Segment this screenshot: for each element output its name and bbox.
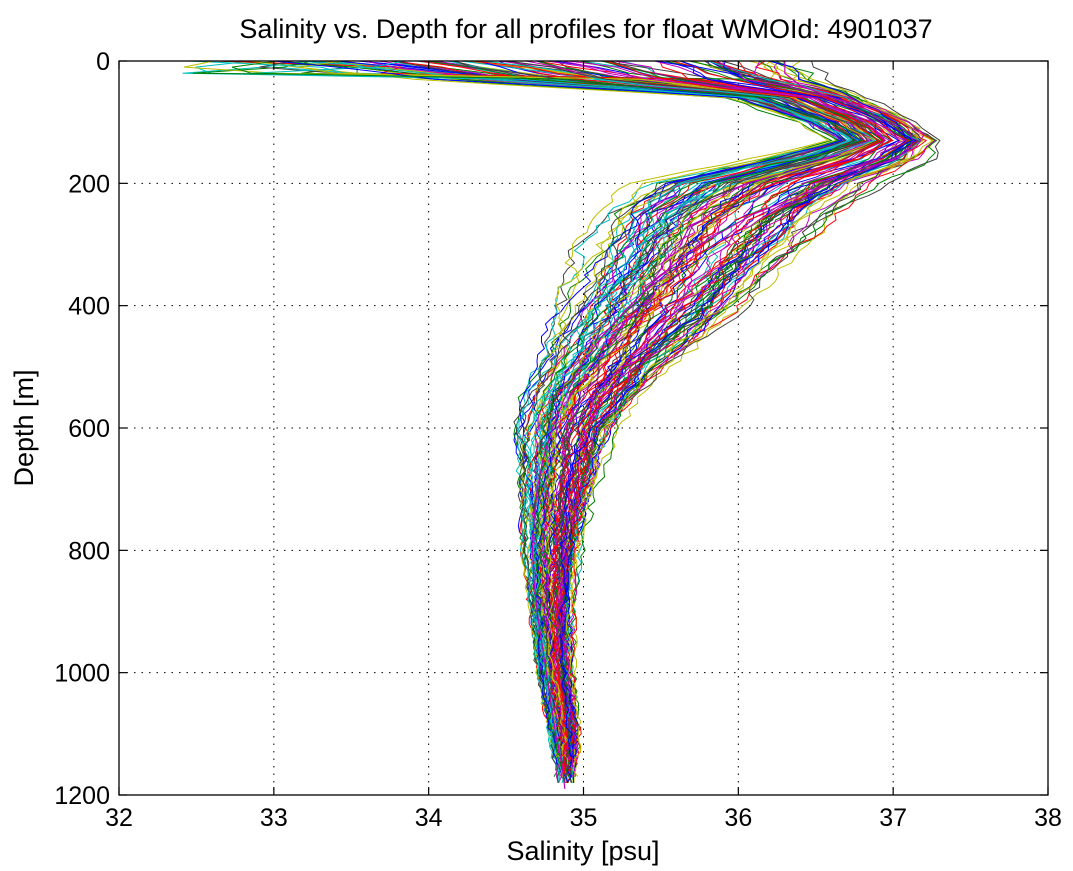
profile-line xyxy=(250,60,830,765)
profile-line xyxy=(559,60,914,759)
profile-line xyxy=(560,60,938,777)
profile-lines xyxy=(182,60,941,789)
y-tick-label: 800 xyxy=(68,537,110,565)
profile-line xyxy=(569,60,935,783)
profile-line xyxy=(551,60,879,783)
chart-title: Salinity vs. Depth for all profiles for … xyxy=(239,14,932,44)
profile-line xyxy=(231,60,863,771)
y-tick-label: 1000 xyxy=(54,660,110,688)
x-tick-label: 34 xyxy=(415,804,443,832)
y-tick-label: 600 xyxy=(68,415,110,443)
profile-line xyxy=(273,60,844,765)
x-tick-label: 37 xyxy=(879,804,907,832)
profile-line xyxy=(551,60,885,777)
axis-ticks: 32 33 34 35 36 37 38 0 200 400 600 800 1000 1200 xyxy=(54,48,1062,832)
profile-line xyxy=(364,60,847,783)
x-tick-label: 36 xyxy=(724,804,752,832)
profile-line xyxy=(566,60,918,783)
x-axis-label: Salinity [psu] xyxy=(506,836,659,866)
profile-line xyxy=(482,60,876,753)
profile-line xyxy=(182,60,856,759)
y-tick-label: 1200 xyxy=(54,782,110,810)
y-tick-label: 0 xyxy=(96,48,110,76)
x-tick-label: 33 xyxy=(260,804,288,832)
profile-line xyxy=(558,60,914,777)
profile-line xyxy=(554,60,887,771)
profile-line xyxy=(506,60,868,765)
profile-line xyxy=(426,60,874,765)
y-axis-label: Depth [m] xyxy=(9,369,39,486)
profile-line xyxy=(300,60,876,765)
representative-profile-line xyxy=(531,61,925,789)
x-tick-label: 38 xyxy=(1034,804,1062,832)
profile-line xyxy=(454,60,858,765)
profile-line xyxy=(469,60,879,765)
profile-line xyxy=(557,60,901,777)
x-tick-label: 35 xyxy=(570,804,598,832)
y-tick-label: 200 xyxy=(68,170,110,198)
profile-line xyxy=(564,60,933,759)
x-tick-label: 32 xyxy=(105,804,133,832)
profile-line xyxy=(565,60,925,777)
y-tick-label: 400 xyxy=(68,293,110,321)
profile-line xyxy=(525,60,876,777)
